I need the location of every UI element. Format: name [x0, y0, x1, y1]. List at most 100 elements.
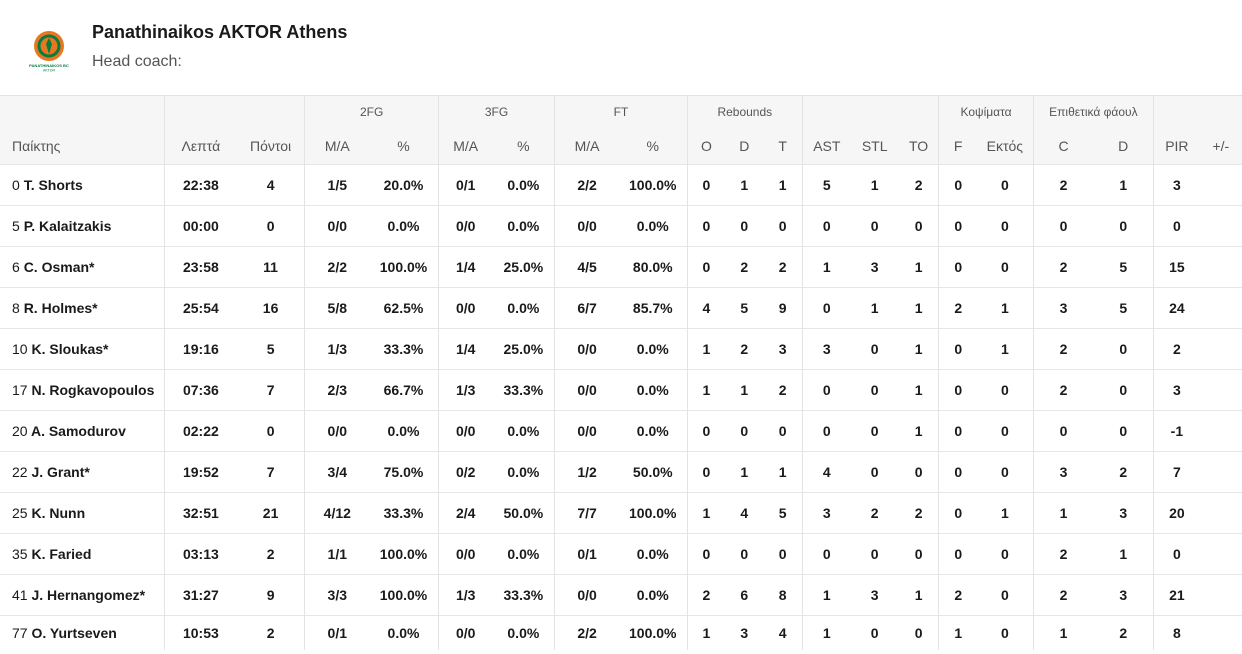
cell-reb-o: 0 [686, 205, 726, 247]
team-name: Panathinaikos AKTOR Athens [92, 22, 348, 42]
cell-reb-o: 4 [686, 287, 726, 329]
player-cell[interactable]: 35 K. Faried [0, 533, 165, 575]
player-cell[interactable]: 8 R. Holmes* [0, 287, 165, 329]
cell-ft-pct: 100.0% [618, 164, 688, 206]
cell-points: 11 [236, 246, 305, 288]
cell-2fg-ma: 1/5 [304, 164, 370, 206]
cell-minutes: 25:54 [164, 287, 237, 329]
cell-stl: 0 [850, 205, 899, 247]
cell-foul-d: 2 [1093, 615, 1154, 650]
cell-2fg-pct: 33.3% [369, 328, 439, 370]
cell-reb-d: 4 [725, 492, 764, 534]
cell-ft-pct: 0.0% [618, 369, 688, 411]
table-row[interactable]: 8 R. Holmes* 25:54 16 5/8 62.5% 0/0 0.0% 6/7 85.… [0, 287, 1242, 329]
cell-blk-f: 0 [938, 328, 978, 370]
col-to[interactable]: TO [898, 128, 939, 165]
player-cell[interactable]: 20 A. Samodurov [0, 410, 165, 452]
col-player[interactable]: Παίκτης [0, 128, 165, 165]
cell-reb-t: 0 [763, 205, 803, 247]
col-foul-d[interactable]: D [1093, 128, 1154, 165]
cell-blk-f: 0 [938, 205, 978, 247]
player-cell[interactable]: 5 P. Kalaitzakis [0, 205, 165, 247]
cell-to: 1 [898, 287, 939, 329]
player-cell[interactable]: 6 C. Osman* [0, 246, 165, 288]
col-blk-f[interactable]: F [938, 128, 978, 165]
player-name[interactable]: K. Faried [31, 546, 92, 562]
cell-ft-pct: 0.0% [618, 574, 688, 616]
cell-minutes: 32:51 [164, 492, 237, 534]
col-foul-c[interactable]: C [1032, 128, 1094, 165]
player-name[interactable]: K. Sloukas* [31, 341, 109, 357]
cell-blk-against: 0 [977, 410, 1034, 452]
cell-ft-pct: 50.0% [618, 451, 688, 493]
cell-reb-d: 1 [725, 451, 764, 493]
cell-ast: 3 [801, 328, 851, 370]
col-pir[interactable]: PIR [1153, 128, 1200, 165]
cell-ast: 0 [801, 287, 851, 329]
col-stl[interactable]: STL [850, 128, 899, 165]
box-score-table: 2FG 3FG FT Rebounds Κοψίματα Επιθετικά φ… [0, 96, 1242, 650]
cell-ft-pct: 0.0% [618, 205, 688, 247]
cell-minutes: 23:58 [164, 246, 237, 288]
player-cell[interactable]: 0 T. Shorts [0, 164, 165, 206]
player-number: 6 [12, 259, 20, 275]
player-name[interactable]: N. Rogkavopoulos [31, 382, 155, 398]
player-name[interactable]: R. Holmes* [23, 300, 98, 316]
cell-reb-t: 2 [763, 246, 803, 288]
table-row[interactable]: 5 P. Kalaitzakis 00:00 0 0/0 0.0% 0/0 0.0% 0/0 0… [0, 205, 1242, 247]
table-row[interactable]: 6 C. Osman* 23:58 11 2/2 100.0% 1/4 25.0% 4/5 80… [0, 246, 1242, 288]
col-2fg-ma[interactable]: M/A [304, 128, 370, 165]
cell-foul-c: 1 [1032, 492, 1094, 534]
col-ast[interactable]: AST [801, 128, 851, 165]
col-reb-o[interactable]: O [686, 128, 726, 165]
col-points[interactable]: Πόντοι [236, 128, 305, 165]
cell-reb-o: 1 [686, 615, 726, 650]
col-ft-ma[interactable]: M/A [554, 128, 619, 165]
table-row[interactable]: 0 T. Shorts 22:38 4 1/5 20.0% 0/1 0.0% 2/2 100.0… [0, 164, 1242, 206]
col-minutes[interactable]: Λεπτά [164, 128, 237, 165]
player-name[interactable]: O. Yurtseven [31, 625, 117, 641]
table-row[interactable]: 35 K. Faried 03:13 2 1/1 100.0% 0/0 0.0% 0/1 0.0… [0, 533, 1242, 575]
cell-minutes: 10:53 [164, 615, 237, 650]
cell-foul-d: 0 [1093, 205, 1154, 247]
col-ft-pct[interactable]: % [618, 128, 688, 165]
col-blk-against[interactable]: Εκτός [977, 128, 1034, 165]
player-name[interactable]: T. Shorts [23, 177, 83, 193]
table-row[interactable]: 20 A. Samodurov 02:22 0 0/0 0.0% 0/0 0.0% 0/0 0.… [0, 410, 1242, 452]
player-name[interactable]: J. Hernangomez* [31, 587, 146, 603]
player-cell[interactable]: 17 N. Rogkavopoulos [0, 369, 165, 411]
table-row[interactable]: 17 N. Rogkavopoulos 07:36 7 2/3 66.7% 1/3 33.3… [0, 369, 1242, 411]
player-cell[interactable]: 41 J. Hernangomez* [0, 574, 165, 616]
player-name[interactable]: P. Kalaitzakis [23, 218, 112, 234]
cell-points: 2 [236, 533, 305, 575]
col-2fg-pct[interactable]: % [369, 128, 439, 165]
cell-ast: 0 [801, 369, 851, 411]
cell-points: 16 [236, 287, 305, 329]
cell-pir: 8 [1153, 615, 1200, 650]
col-3fg-pct[interactable]: % [492, 128, 555, 165]
table-row[interactable]: 10 K. Sloukas* 19:16 5 1/3 33.3% 1/4 25.0% 0/0 0… [0, 328, 1242, 370]
cell-stl: 1 [850, 164, 899, 206]
table-row[interactable]: 77 O. Yurtseven 10:53 2 0/1 0.0% 0/0 0.0% 2/2 10… [0, 615, 1242, 650]
player-cell[interactable]: 77 O. Yurtseven [0, 615, 165, 650]
cell-2fg-pct: 0.0% [369, 410, 439, 452]
table-row[interactable]: 25 K. Nunn 32:51 21 4/12 33.3% 2/4 50.0% 7/7 100… [0, 492, 1242, 534]
table-row[interactable]: 41 J. Hernangomez* 31:27 9 3/3 100.0% 1/3 33.3… [0, 574, 1242, 616]
player-cell[interactable]: 22 J. Grant* [0, 451, 165, 493]
cell-blk-against: 0 [977, 369, 1034, 411]
cell-to: 0 [898, 615, 939, 650]
player-name[interactable]: C. Osman* [23, 259, 95, 275]
table-row[interactable]: 22 J. Grant* 19:52 7 3/4 75.0% 0/2 0.0% 1/2 50.0… [0, 451, 1242, 493]
player-name[interactable]: J. Grant* [31, 464, 90, 480]
cell-minutes: 22:38 [164, 164, 237, 206]
cell-stl: 0 [850, 328, 899, 370]
col-reb-t[interactable]: T [763, 128, 803, 165]
col-reb-d[interactable]: D [725, 128, 764, 165]
col-plus-minus[interactable]: +/- [1199, 128, 1242, 165]
player-name[interactable]: A. Samodurov [30, 423, 126, 439]
player-name[interactable]: K. Nunn [31, 505, 86, 521]
group-3fg: 3FG [437, 96, 555, 128]
player-cell[interactable]: 25 K. Nunn [0, 492, 165, 534]
player-cell[interactable]: 10 K. Sloukas* [0, 328, 165, 370]
col-3fg-ma[interactable]: M/A [437, 128, 493, 165]
